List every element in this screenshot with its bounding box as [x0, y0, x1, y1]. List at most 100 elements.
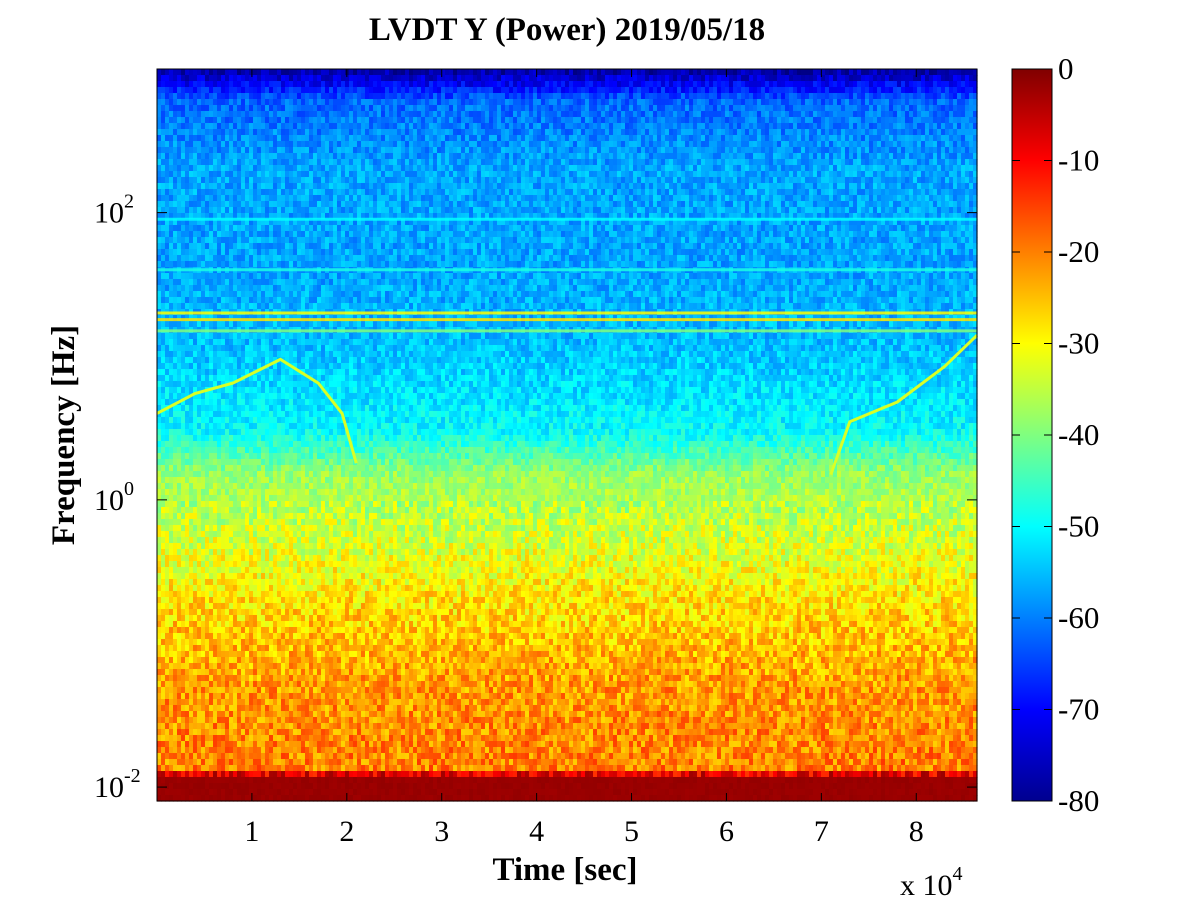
heatmap-cell [561, 129, 566, 136]
heatmap-cell [737, 135, 742, 142]
heatmap-cell [889, 99, 894, 106]
heatmap-cell [961, 117, 966, 124]
heatmap-cell [905, 165, 910, 172]
heatmap-cell [185, 201, 190, 208]
heatmap-cell [753, 129, 758, 136]
heatmap-cell [353, 135, 358, 142]
heatmap-cell [197, 69, 202, 76]
heatmap-cell [937, 165, 942, 172]
heatmap-cell [929, 177, 934, 184]
heatmap-cell [609, 189, 614, 196]
heatmap-cell [849, 183, 854, 190]
heatmap-cell [373, 111, 378, 118]
heatmap-cell [409, 207, 414, 214]
heatmap-cell [477, 147, 482, 154]
heatmap-cell [201, 153, 206, 160]
heatmap-cell [333, 213, 338, 220]
heatmap-cell [333, 87, 338, 94]
heatmap-cell [613, 135, 618, 142]
heatmap-cell [237, 207, 242, 214]
heatmap-cell [941, 201, 946, 208]
heatmap-cell [933, 123, 938, 130]
heatmap-cell [589, 87, 594, 94]
heatmap-cell [961, 159, 966, 166]
heatmap-cell [205, 93, 210, 100]
heatmap-cell [949, 147, 954, 154]
heatmap-cell [301, 183, 306, 190]
heatmap-cell [241, 177, 246, 184]
heatmap-cell [469, 171, 474, 178]
heatmap-cell [313, 111, 318, 118]
heatmap-cell [361, 147, 366, 154]
heatmap-cell [789, 69, 794, 76]
heatmap-cell [625, 123, 630, 130]
heatmap-cell [369, 171, 374, 178]
heatmap-cell [165, 177, 170, 184]
chart-title: LVDT Y (Power) 2019/05/18 [369, 12, 765, 48]
heatmap-cell [689, 87, 694, 94]
heatmap-cell [325, 81, 330, 88]
heatmap-cell [777, 141, 782, 148]
heatmap-cell [853, 183, 858, 190]
heatmap-cell [973, 117, 978, 124]
heatmap-cell [853, 111, 858, 118]
heatmap-cell [833, 201, 838, 208]
heatmap-cell [313, 165, 318, 172]
heatmap-cell [389, 147, 394, 154]
heatmap-cell [949, 99, 954, 106]
heatmap-cell [361, 165, 366, 172]
heatmap-cell [873, 93, 878, 100]
heatmap-cell [893, 195, 898, 202]
heatmap-cell [913, 195, 918, 202]
heatmap-cell [641, 135, 646, 142]
heatmap-cell [233, 105, 238, 112]
heatmap-cell [217, 141, 222, 148]
heatmap-cell [345, 93, 350, 100]
heatmap-cell [453, 201, 458, 208]
heatmap-cell [753, 75, 758, 82]
heatmap-cell [861, 99, 866, 106]
heatmap-cell [241, 201, 246, 208]
heatmap-cell [845, 201, 850, 208]
heatmap-cell [497, 165, 502, 172]
heatmap-cell [865, 165, 870, 172]
heatmap-cell [789, 207, 794, 214]
heatmap-cell [253, 105, 258, 112]
heatmap-cell [941, 129, 946, 136]
heatmap-cell [325, 141, 330, 148]
heatmap-cell [897, 111, 902, 118]
heatmap-cell [549, 183, 554, 190]
heatmap-cell [733, 189, 738, 196]
heatmap-cell [165, 171, 170, 178]
heatmap-cell [773, 141, 778, 148]
heatmap-cell [793, 171, 798, 178]
heatmap-cell [937, 171, 942, 178]
heatmap-cell [609, 171, 614, 178]
heatmap-cell [585, 81, 590, 88]
heatmap-cell [269, 87, 274, 94]
heatmap-cell [485, 129, 490, 136]
heatmap-cell [525, 153, 530, 160]
heatmap-cell [929, 171, 934, 178]
heatmap-cell [409, 213, 414, 220]
heatmap-cell [173, 159, 178, 166]
heatmap-cell [453, 81, 458, 88]
heatmap-cell [805, 201, 810, 208]
heatmap-cell [173, 153, 178, 160]
heatmap-cell [757, 141, 762, 148]
heatmap-cell [717, 195, 722, 202]
heatmap-cell [825, 105, 830, 112]
heatmap-cell [477, 159, 482, 166]
heatmap-cell [397, 105, 402, 112]
heatmap-cell [741, 123, 746, 130]
heatmap-cell [925, 105, 930, 112]
heatmap-cell [281, 117, 286, 124]
heatmap-cell [973, 165, 978, 172]
heatmap-cell [821, 159, 826, 166]
heatmap-cell [277, 195, 282, 202]
heatmap-cell [529, 87, 534, 94]
heatmap-cell [593, 135, 598, 142]
heatmap-cell [281, 207, 286, 214]
heatmap-cell [361, 195, 366, 202]
heatmap-cell [885, 159, 890, 166]
